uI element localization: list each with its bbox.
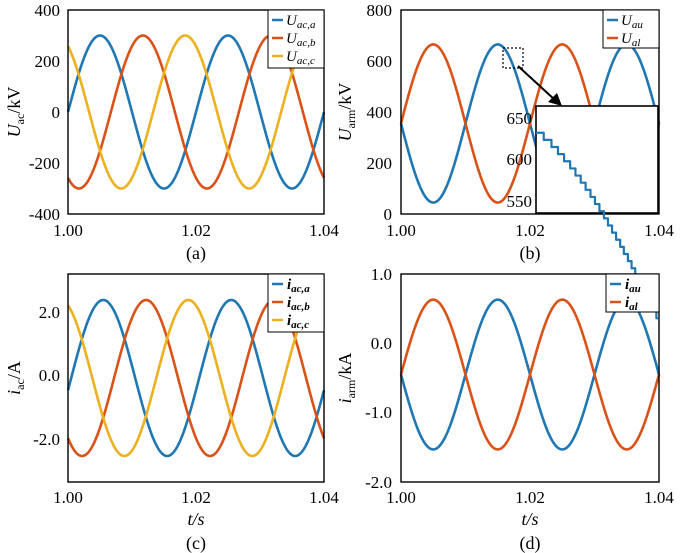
panel-b-ytick-600: 600	[367, 52, 393, 71]
panel-a-xticks: 1.00 1.02 1.04	[53, 221, 339, 240]
panel-a-caption: (a)	[186, 243, 206, 264]
panel-d-series-2-line	[399, 298, 661, 451]
panel-d-xtick-1: 1.00	[386, 488, 416, 507]
panel-d-legend-box	[605, 273, 660, 313]
panel-b-legend-box	[602, 9, 660, 49]
panel-b-inset-ytick-650: 650	[507, 109, 533, 128]
panel-c-xlabel: t/s	[187, 509, 204, 529]
panel-d-ytick-neg2: -2.0	[365, 473, 392, 492]
panel-c-xticks: 1.00 1.02 1.04	[53, 488, 339, 507]
panel-a-series-1-line	[66, 34, 326, 190]
panel-c-frame	[67, 273, 325, 483]
panel-a-xtick-2: 1.02	[181, 221, 211, 240]
panel-b-xtick-2: 1.02	[515, 221, 545, 240]
panel-a-series-3-line	[66, 34, 326, 190]
panel-b-xtick-3: 1.04	[644, 221, 674, 240]
panel-c-ylabel: iac/A	[4, 361, 27, 395]
panel-b-inset-ytick-600: 600	[507, 150, 533, 169]
panel-d-ytick-neg1: -1.0	[365, 403, 392, 422]
panel-b-zoom-arrow	[517, 65, 556, 101]
panel-d-xlabel: t/s	[521, 509, 538, 529]
panel-c-yticks: 2.0 0.0 -2.0	[33, 303, 60, 449]
panel-d-ytick-1: 1.0	[371, 265, 392, 284]
panel-b-ytick-200: 200	[367, 154, 393, 173]
panel-c-caption: (c)	[186, 533, 206, 553]
panel-a-xtick-1: 1.00	[53, 221, 83, 240]
panel-a-yticks: 400 200 0 -200 -400	[29, 1, 60, 224]
panel-d-curves	[399, 298, 661, 451]
panel-a-legend: Uac,a Uac,b Uac,c	[267, 9, 325, 69]
panel-b-ytick-400: 400	[367, 103, 393, 122]
panel-c-ytick-2: 2.0	[39, 303, 60, 322]
panel-d-caption: (d)	[520, 533, 541, 553]
panel-b-ytick-800: 800	[367, 1, 393, 20]
panel-d-xtick-2: 1.02	[515, 488, 545, 507]
panel-b-yticks: 800 600 400 200 0	[367, 1, 393, 224]
panel-d: 1.0 0.0 -1.0 -2.0 1.00 1.02 1.04 iarm/kA…	[335, 265, 674, 553]
panel-d-ytick-0: 0.0	[371, 334, 392, 353]
panel-b-caption: (b)	[520, 243, 541, 264]
panel-c-xtick-3: 1.04	[309, 488, 339, 507]
panel-a: 400 200 0 -200 -400 1.00 1.02 1.04 Uac/k…	[4, 1, 339, 264]
panel-d-xtick-3: 1.04	[644, 488, 674, 507]
panel-b-ytick-0: 0	[384, 205, 393, 224]
panel-c-xtick-2: 1.02	[181, 488, 211, 507]
panel-a-ylabel: Uac/kV	[4, 87, 27, 138]
panel-b-inset: 650 600 550	[507, 105, 659, 320]
panel-b-inset-frame	[535, 105, 659, 214]
panel-c-ytick-neg2: -2.0	[33, 430, 60, 449]
panel-a-ytick-neg200: -200	[29, 154, 60, 173]
panel-b-frame	[400, 9, 660, 215]
panel-b-ylabel: Uarm/kV	[335, 83, 358, 142]
panel-a-xtick-3: 1.04	[309, 221, 339, 240]
panel-a-ytick-neg400: -400	[29, 205, 60, 224]
panel-d-yticks: 1.0 0.0 -1.0 -2.0	[365, 265, 392, 492]
panel-d-ylabel: iarm/kA	[335, 353, 358, 404]
panel-d-xticks: 1.00 1.02 1.04	[386, 488, 674, 507]
panel-c-xtick-1: 1.00	[53, 488, 83, 507]
panel-c-ytick-0: 0.0	[39, 366, 60, 385]
panel-c-series-3-line	[66, 298, 326, 458]
panel-d-frame	[400, 273, 660, 483]
panel-a-ytick-0: 0	[52, 103, 61, 122]
panel-c: 2.0 0.0 -2.0 1.00 1.02 1.04 iac/A t/s (c…	[4, 273, 339, 553]
panel-b-inset-ytick-550: 550	[507, 192, 533, 211]
panel-b-zoom-arrowhead	[548, 93, 562, 106]
panel-b-zoom-marker	[502, 47, 524, 69]
panel-b-xtick-1: 1.00	[386, 221, 416, 240]
panel-a-ytick-400: 400	[35, 1, 61, 20]
panel-b: 800 600 400 200 0 1.00 1.02 1.04 Uarm/kV…	[335, 1, 674, 320]
panel-b-xticks: 1.00 1.02 1.04	[386, 221, 674, 240]
panel-a-ytick-200: 200	[35, 52, 61, 71]
panel-d-legend: iau ial	[605, 273, 660, 313]
panel-b-legend: Uau Ual	[602, 9, 660, 49]
panel-c-legend: iac,a iac,b iac,c	[267, 273, 325, 333]
panel-c-series-1-line	[66, 298, 326, 458]
panel-a-frame	[67, 9, 325, 215]
